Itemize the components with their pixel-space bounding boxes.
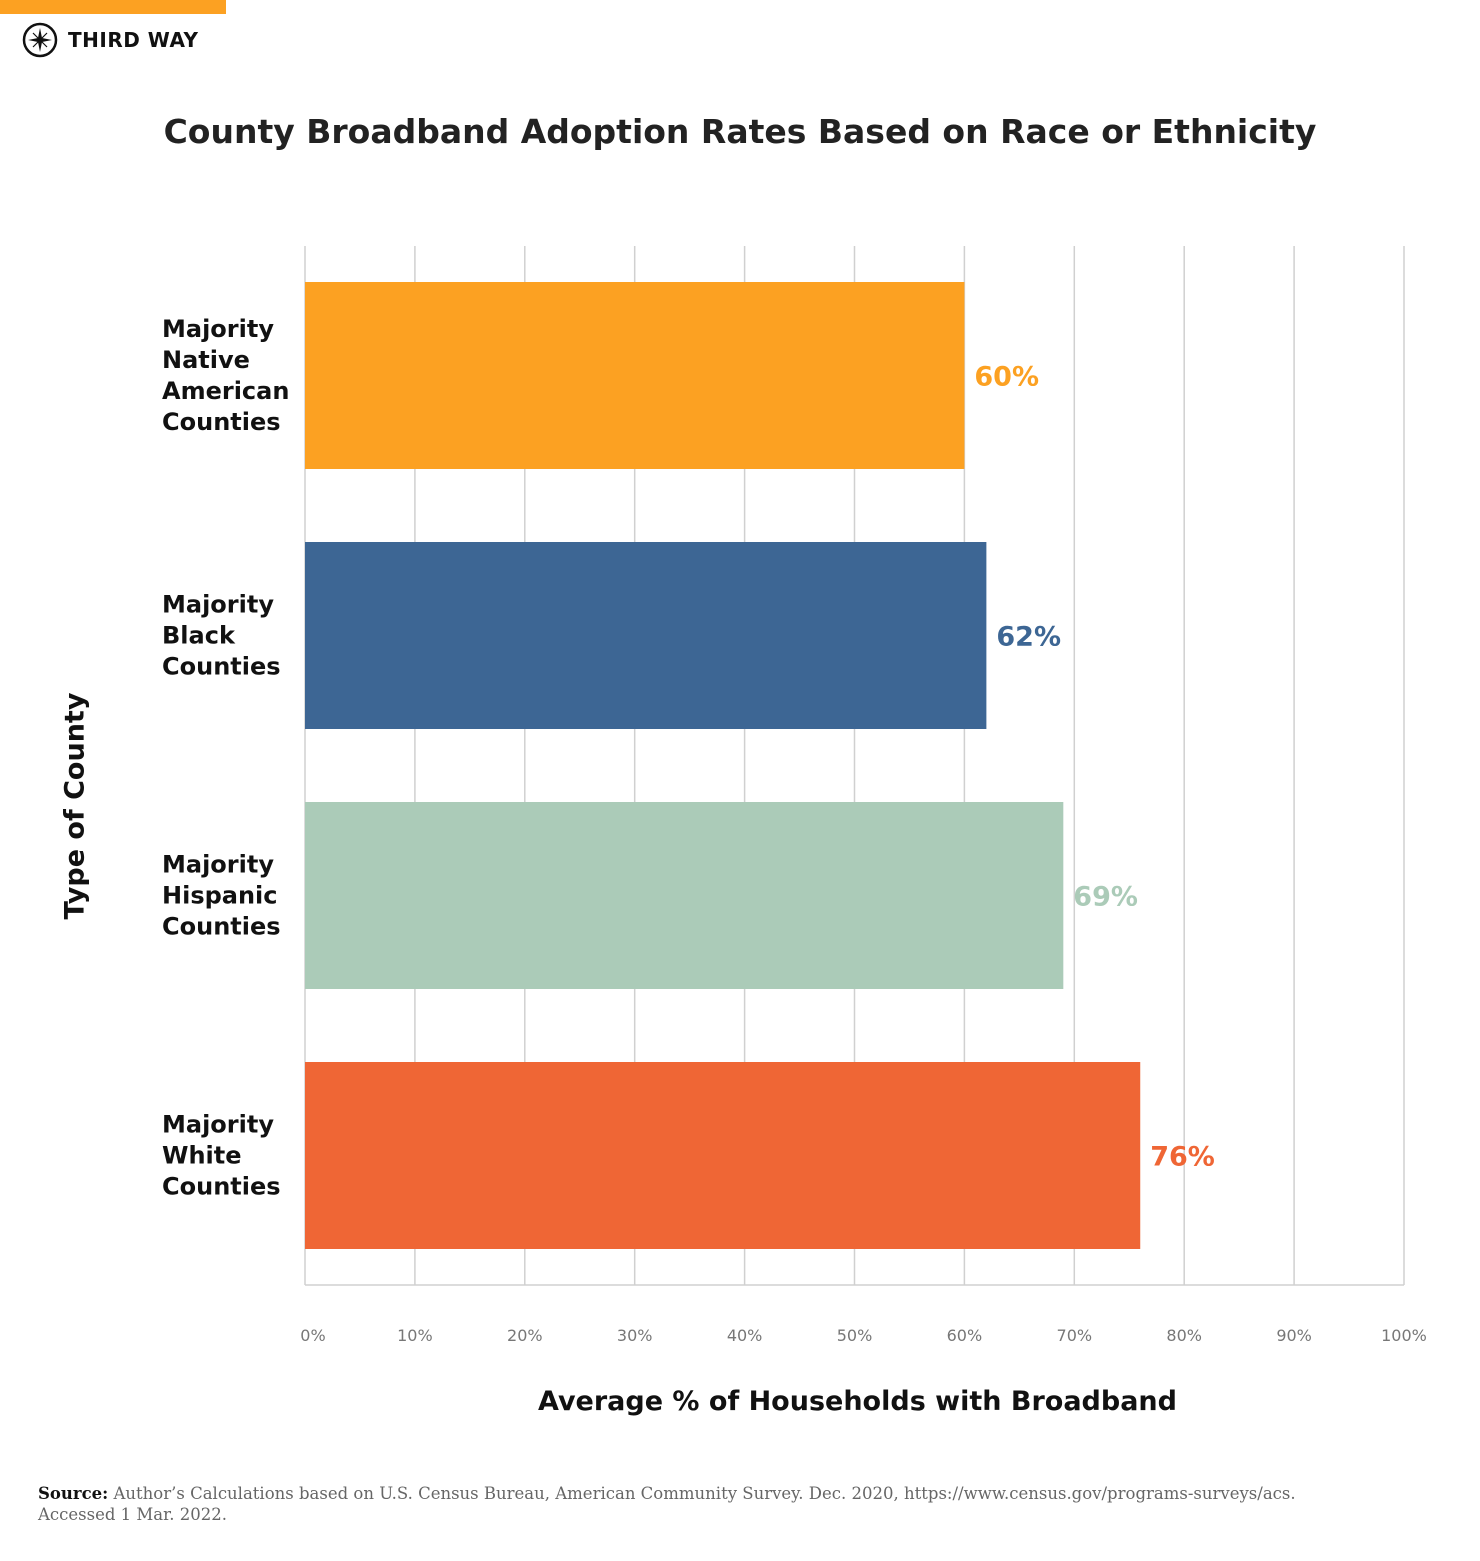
x-tick-label: 20%	[507, 1326, 543, 1345]
source-text: Author’s Calculations based on U.S. Cens…	[113, 1484, 1296, 1503]
bar	[305, 282, 965, 469]
logo: THIRD WAY	[22, 22, 199, 58]
category-label-line: Majority	[162, 851, 274, 879]
bar	[305, 542, 987, 729]
chart-title: County Broadband Adoption Rates Based on…	[163, 112, 1317, 151]
x-tick-label: 40%	[727, 1326, 763, 1345]
category-label-line: Hispanic	[162, 882, 278, 910]
source-label: Source:	[38, 1484, 109, 1503]
y-axis-label: Type of County	[59, 692, 91, 920]
category-label-line: Majority	[162, 591, 274, 619]
brand-name: THIRD WAY	[68, 28, 199, 52]
x-axis-label: Average % of Households with Broadband	[538, 1386, 1177, 1417]
category-label: Majority Black Counties	[162, 591, 281, 681]
category-label-line: Counties	[162, 913, 281, 941]
source-accessed: Accessed 1 Mar. 2022.	[38, 1505, 227, 1524]
category-label-line: Counties	[162, 408, 281, 436]
category-label-line: Counties	[162, 1173, 281, 1201]
data-label: 62%	[996, 622, 1061, 653]
bar	[305, 802, 1064, 989]
category-label-line: Counties	[162, 653, 281, 681]
category-label-line: American	[162, 377, 289, 405]
x-tick-label: 70%	[1057, 1326, 1093, 1345]
category-label-line: Black	[162, 622, 236, 650]
accent-bar	[0, 0, 226, 14]
x-tick-label: 80%	[1166, 1326, 1202, 1345]
x-tick-label: 90%	[1276, 1326, 1312, 1345]
category-label-line: White	[162, 1142, 242, 1170]
data-label: 76%	[1150, 1142, 1215, 1173]
category-label: Majority White Counties	[162, 1111, 281, 1201]
compass-icon	[22, 22, 58, 58]
x-tick-label: 100%	[1381, 1326, 1427, 1345]
data-label: 60%	[974, 362, 1039, 393]
x-tick-label: 30%	[617, 1326, 653, 1345]
x-tick-label: 0%	[300, 1326, 325, 1345]
data-label: 69%	[1073, 882, 1138, 913]
category-label: Majority Native American Counties	[162, 315, 289, 436]
x-tick-label: 10%	[397, 1326, 433, 1345]
category-label-line: Majority	[162, 1111, 274, 1139]
category-label-line: Native	[162, 346, 250, 374]
category-label: Majority Hispanic Counties	[162, 851, 281, 941]
source-note: Source: Author’s Calculations based on U…	[38, 1483, 1458, 1525]
category-label-line: Majority	[162, 315, 274, 343]
x-tick-label: 60%	[947, 1326, 983, 1345]
bar	[305, 1062, 1141, 1249]
x-tick-label: 50%	[837, 1326, 873, 1345]
